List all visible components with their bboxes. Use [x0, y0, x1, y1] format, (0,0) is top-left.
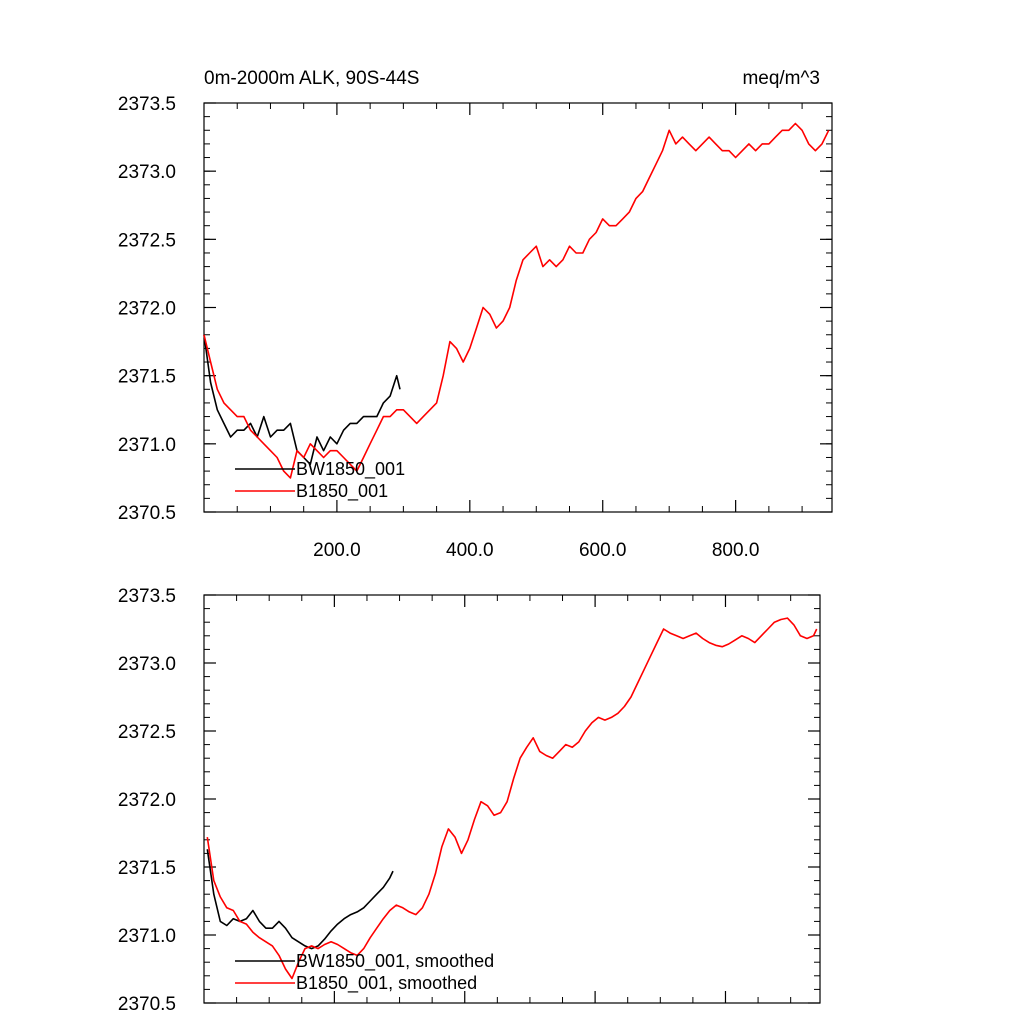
panel-bottom: 2370.5 2371.0 2371.5 2372.0 2372.5 2373.0 2373…	[118, 586, 821, 1015]
y-tick-label: 2372.5	[118, 230, 176, 251]
series-line-b1850-001-smoothed	[206, 617, 818, 980]
y-tick-label: 2373.0	[118, 162, 176, 183]
x-tick-label: 800.0	[712, 540, 760, 561]
y-tick-label: 2372.5	[118, 722, 176, 743]
y-tick-label: 2371.0	[118, 435, 176, 456]
legend-top: BW1850_001 B1850_001	[235, 459, 405, 502]
legend-label-b1850: B1850_001	[296, 481, 388, 502]
x-tick-label: 200.0	[313, 540, 361, 561]
legend-bottom: BW1850_001, smoothed B1850_001, smoothed	[235, 951, 494, 994]
legend-label-bw1850-smoothed: BW1850_001, smoothed	[296, 951, 494, 972]
panel-title-left: 0m-2000m ALK, 90S-44S	[204, 68, 419, 89]
y-tick-label: 2371.5	[118, 858, 176, 879]
y-tick-label: 2370.5	[118, 503, 176, 524]
y-tick-label: 2373.5	[118, 586, 176, 607]
y-tick-label: 2371.0	[118, 926, 176, 947]
y-tick-label: 2372.0	[118, 299, 176, 320]
y-tick-label: 2371.5	[118, 367, 176, 388]
plot-area-top: 2370.5 2371.0 2371.5 2372.0 2372.5 2373.0 2373…	[118, 94, 833, 561]
x-tick-label: 400.0	[446, 540, 494, 561]
series-line-b1850-001	[203, 122, 830, 479]
x-tick-label: 600.0	[579, 540, 627, 561]
y-tick-label: 2372.0	[118, 790, 176, 811]
series-line-bw1850-001	[203, 334, 401, 466]
legend-label-b1850-smoothed: B1850_001, smoothed	[296, 973, 477, 994]
panel-top: 0m-2000m ALK, 90S-44S meq/m^3 2370.5 2371…	[118, 68, 833, 561]
series-line-bw1850-001-smoothed	[206, 849, 394, 950]
plot-frame	[203, 102, 833, 513]
y-tick-label: 2373.0	[118, 654, 176, 675]
plot-area-bottom: 2370.5 2371.0 2371.5 2372.0 2372.5 2373.0 2373…	[118, 586, 821, 1015]
legend-label-bw1850: BW1850_001	[296, 459, 405, 480]
y-tick-label: 2373.5	[118, 94, 176, 115]
y-tick-label: 2370.5	[118, 994, 176, 1015]
panel-title-right-units: meq/m^3	[742, 68, 820, 89]
plot-frame	[203, 594, 821, 1004]
